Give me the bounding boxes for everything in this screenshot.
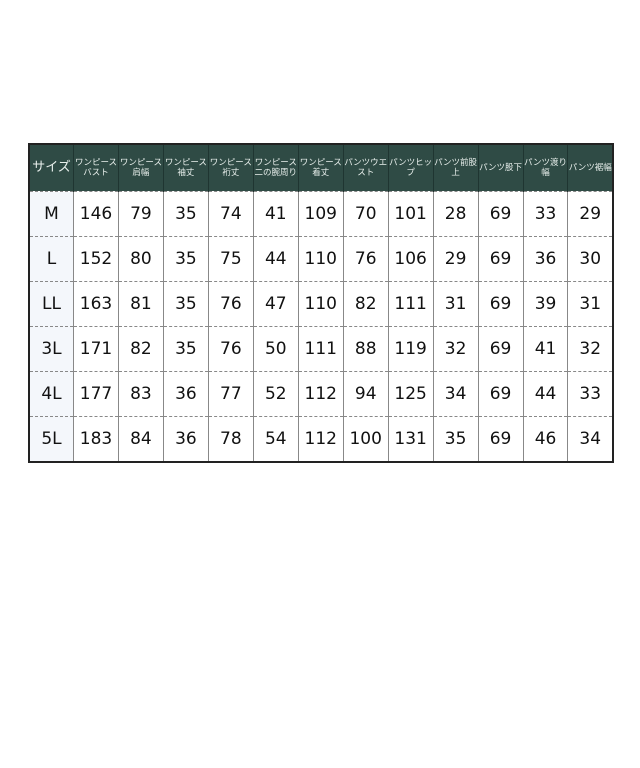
value-cell: 34: [432, 371, 479, 417]
value-cell: 131: [387, 416, 434, 462]
table-row: 5L 183 84 36 78 54 112 100 131 35 69 46 34: [28, 416, 613, 462]
value-cell: 76: [207, 326, 254, 372]
value-cell: 81: [117, 281, 164, 327]
value-cell: 35: [162, 236, 209, 282]
value-cell: 36: [162, 371, 209, 417]
column-header: ワンピース袖丈: [162, 144, 209, 192]
column-header: パンツ裾幅: [567, 144, 613, 192]
table-row: LL 163 81 35 76 47 110 82 111 31 69 39 31: [28, 281, 613, 327]
value-cell: 76: [207, 281, 254, 327]
value-cell: 76: [342, 236, 389, 282]
value-cell: 30: [567, 236, 613, 282]
value-cell: 111: [297, 326, 344, 372]
value-cell: 69: [477, 326, 524, 372]
value-cell: 54: [252, 416, 299, 462]
value-cell: 125: [387, 371, 434, 417]
value-cell: 119: [387, 326, 434, 372]
value-cell: 79: [117, 191, 164, 237]
value-cell: 33: [567, 371, 613, 417]
value-cell: 52: [252, 371, 299, 417]
value-cell: 83: [117, 371, 164, 417]
value-cell: 50: [252, 326, 299, 372]
size-cell: L: [28, 236, 74, 282]
value-cell: 28: [432, 191, 479, 237]
value-cell: 31: [432, 281, 479, 327]
value-cell: 44: [252, 236, 299, 282]
size-cell: M: [28, 191, 74, 237]
value-cell: 112: [297, 371, 344, 417]
value-cell: 32: [567, 326, 613, 372]
value-cell: 70: [342, 191, 389, 237]
value-cell: 106: [387, 236, 434, 282]
value-cell: 35: [162, 281, 209, 327]
value-cell: 152: [73, 236, 119, 282]
column-header: ワンピース肩幅: [117, 144, 164, 192]
column-header: パンツヒップ: [387, 144, 434, 192]
value-cell: 69: [477, 371, 524, 417]
column-header: ワンピース着丈: [297, 144, 344, 192]
value-cell: 69: [477, 191, 524, 237]
value-cell: 163: [73, 281, 119, 327]
value-cell: 183: [73, 416, 119, 462]
value-cell: 32: [432, 326, 479, 372]
value-cell: 84: [117, 416, 164, 462]
value-cell: 177: [73, 371, 119, 417]
column-header: パンツ前股上: [432, 144, 479, 192]
value-cell: 41: [252, 191, 299, 237]
size-cell: LL: [28, 281, 74, 327]
value-cell: 171: [73, 326, 119, 372]
value-cell: 94: [342, 371, 389, 417]
size-cell: 3L: [28, 326, 74, 372]
header-row: サイズ ワンピースバスト ワンピース肩幅 ワンピース袖丈 ワンピース裄丈 ワンピース二の…: [28, 144, 613, 192]
value-cell: 35: [162, 326, 209, 372]
value-cell: 101: [387, 191, 434, 237]
column-header: パンツ股下: [477, 144, 524, 192]
value-cell: 29: [432, 236, 479, 282]
value-cell: 77: [207, 371, 254, 417]
value-cell: 111: [387, 281, 434, 327]
value-cell: 34: [567, 416, 613, 462]
value-cell: 47: [252, 281, 299, 327]
value-cell: 80: [117, 236, 164, 282]
value-cell: 109: [297, 191, 344, 237]
table-row: 4L 177 83 36 77 52 112 94 125 34 69 44 33: [28, 371, 613, 417]
value-cell: 41: [522, 326, 568, 372]
size-cell: 5L: [28, 416, 74, 462]
value-cell: 35: [432, 416, 479, 462]
column-header: パンツウエスト: [342, 144, 389, 192]
column-header: パンツ渡り幅: [522, 144, 568, 192]
value-cell: 69: [477, 416, 524, 462]
size-header: サイズ: [28, 144, 74, 192]
value-cell: 78: [207, 416, 254, 462]
value-cell: 75: [207, 236, 254, 282]
value-cell: 69: [477, 236, 524, 282]
value-cell: 36: [162, 416, 209, 462]
value-cell: 82: [117, 326, 164, 372]
value-cell: 69: [477, 281, 524, 327]
value-cell: 100: [342, 416, 389, 462]
value-cell: 39: [522, 281, 568, 327]
column-header: ワンピース二の腕周り: [252, 144, 299, 192]
value-cell: 110: [297, 236, 344, 282]
table-row: M 146 79 35 74 41 109 70 101 28 69 33 29: [28, 191, 613, 237]
column-header: ワンピースバスト: [73, 144, 119, 192]
value-cell: 112: [297, 416, 344, 462]
value-cell: 46: [522, 416, 568, 462]
table-row: 3L 171 82 35 76 50 111 88 119 32 69 41 32: [28, 326, 613, 372]
value-cell: 88: [342, 326, 389, 372]
value-cell: 82: [342, 281, 389, 327]
value-cell: 74: [207, 191, 254, 237]
table-row: L 152 80 35 75 44 110 76 106 29 69 36 30: [28, 236, 613, 282]
value-cell: 36: [522, 236, 568, 282]
size-chart-table: サイズ ワンピースバスト ワンピース肩幅 ワンピース袖丈 ワンピース裄丈 ワンピース二の…: [28, 143, 614, 463]
value-cell: 31: [567, 281, 613, 327]
size-cell: 4L: [28, 371, 74, 417]
value-cell: 29: [567, 191, 613, 237]
column-header: ワンピース裄丈: [207, 144, 254, 192]
value-cell: 33: [522, 191, 568, 237]
value-cell: 146: [73, 191, 119, 237]
value-cell: 44: [522, 371, 568, 417]
value-cell: 110: [297, 281, 344, 327]
value-cell: 35: [162, 191, 209, 237]
